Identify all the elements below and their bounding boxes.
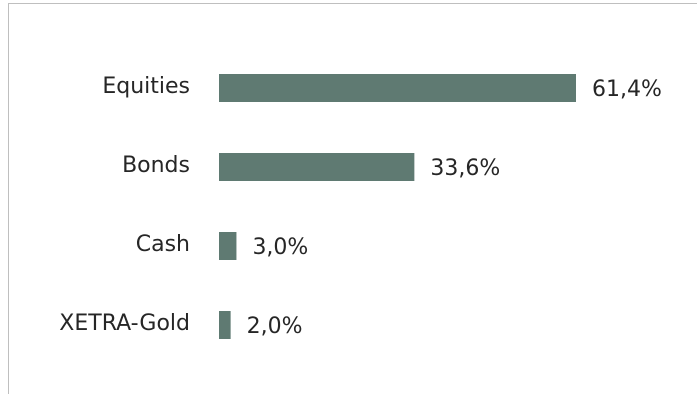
bar-cash	[219, 232, 237, 260]
value-label-equities: 61,4%	[592, 77, 662, 102]
bars-layer	[219, 74, 576, 339]
bar-equities	[219, 74, 576, 102]
category-label-equities: Equities	[102, 74, 190, 99]
value-labels: 61,4% 33,6% 3,0% 2,0%	[247, 77, 662, 339]
bar-bonds	[219, 153, 415, 181]
value-label-cash: 3,0%	[252, 235, 308, 260]
value-label-bonds: 33,6%	[430, 156, 500, 181]
category-label-bonds: Bonds	[122, 153, 190, 178]
category-label-cash: Cash	[136, 232, 190, 257]
category-labels: Equities Bonds Cash XETRA-Gold	[59, 74, 190, 336]
category-label-xetra-gold: XETRA-Gold	[59, 311, 190, 336]
value-label-xetra-gold: 2,0%	[247, 314, 303, 339]
bar-xetra-gold	[219, 311, 231, 339]
